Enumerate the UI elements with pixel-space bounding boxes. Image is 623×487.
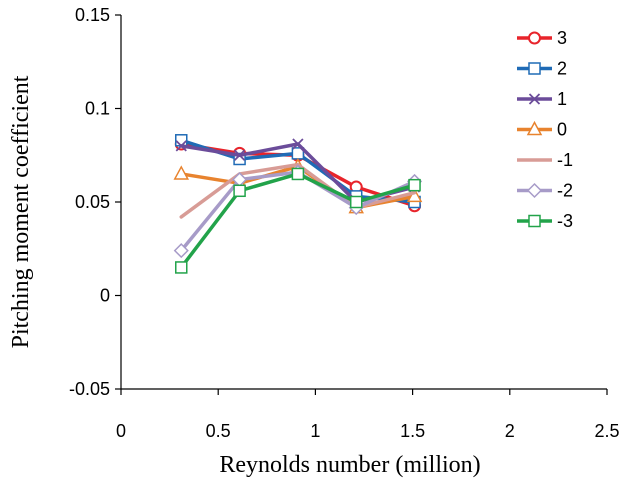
data-point xyxy=(233,184,246,198)
data-point xyxy=(175,134,188,147)
x-tick-label: 0 xyxy=(116,421,126,441)
data-point xyxy=(292,138,304,150)
legend-entry: -2 xyxy=(517,181,573,201)
x-tick-label: 2 xyxy=(505,421,515,441)
legend-marker xyxy=(528,31,541,45)
legend-label: -1 xyxy=(557,150,573,170)
data-point xyxy=(173,165,190,180)
legend-label: 2 xyxy=(557,59,567,79)
y-tick-label: -0.05 xyxy=(69,379,110,399)
y-tick-label: 0.15 xyxy=(75,5,110,25)
data-point xyxy=(233,149,246,161)
legend-marker xyxy=(528,214,541,228)
legend-label: 3 xyxy=(557,28,567,48)
x-tick-label: 0.5 xyxy=(206,421,231,441)
legend-label: 1 xyxy=(557,89,567,109)
legend-entry: 1 xyxy=(517,89,567,109)
legend: 3 2 1 0 -1 -2 -3 xyxy=(517,28,573,231)
data-point xyxy=(408,178,421,192)
y-tick-label: 0.1 xyxy=(85,99,110,119)
legend-marker xyxy=(528,93,541,105)
series-line xyxy=(179,172,417,270)
legend-marker xyxy=(528,62,541,75)
legend-label: -3 xyxy=(557,211,573,231)
y-axis-title: Pitching moment coefficient xyxy=(8,75,34,348)
legend-entry: 3 xyxy=(517,28,567,48)
legend-label: 0 xyxy=(557,120,567,140)
legend-entry: 0 xyxy=(517,120,567,140)
legend-entry: -1 xyxy=(517,150,573,170)
legend-entry: 2 xyxy=(517,59,567,79)
series--3 xyxy=(175,167,421,274)
data-point xyxy=(175,261,188,274)
x-tick-label: 2.5 xyxy=(594,421,619,441)
x-tick-label: 1.5 xyxy=(400,421,425,441)
x-tick-label: 1 xyxy=(310,421,320,441)
x-axis-title: Reynolds number (million) xyxy=(219,452,480,478)
data-point xyxy=(406,187,423,203)
y-tick-label: 0.05 xyxy=(75,192,110,212)
legend-entry: -3 xyxy=(517,211,573,231)
legend-marker xyxy=(526,182,543,199)
series-layer xyxy=(173,134,423,274)
legend-marker xyxy=(526,120,543,136)
data-point xyxy=(291,167,305,181)
data-point xyxy=(173,243,189,259)
y-tick-label: 0 xyxy=(100,286,110,306)
data-point xyxy=(175,140,187,152)
data-point xyxy=(349,195,363,209)
legend-label: -2 xyxy=(557,181,573,201)
axes: -0.05 0 0.05 0.1 0.15 0 0.5 1 1.5 2 2.5 xyxy=(69,5,620,441)
series-line xyxy=(179,170,417,253)
